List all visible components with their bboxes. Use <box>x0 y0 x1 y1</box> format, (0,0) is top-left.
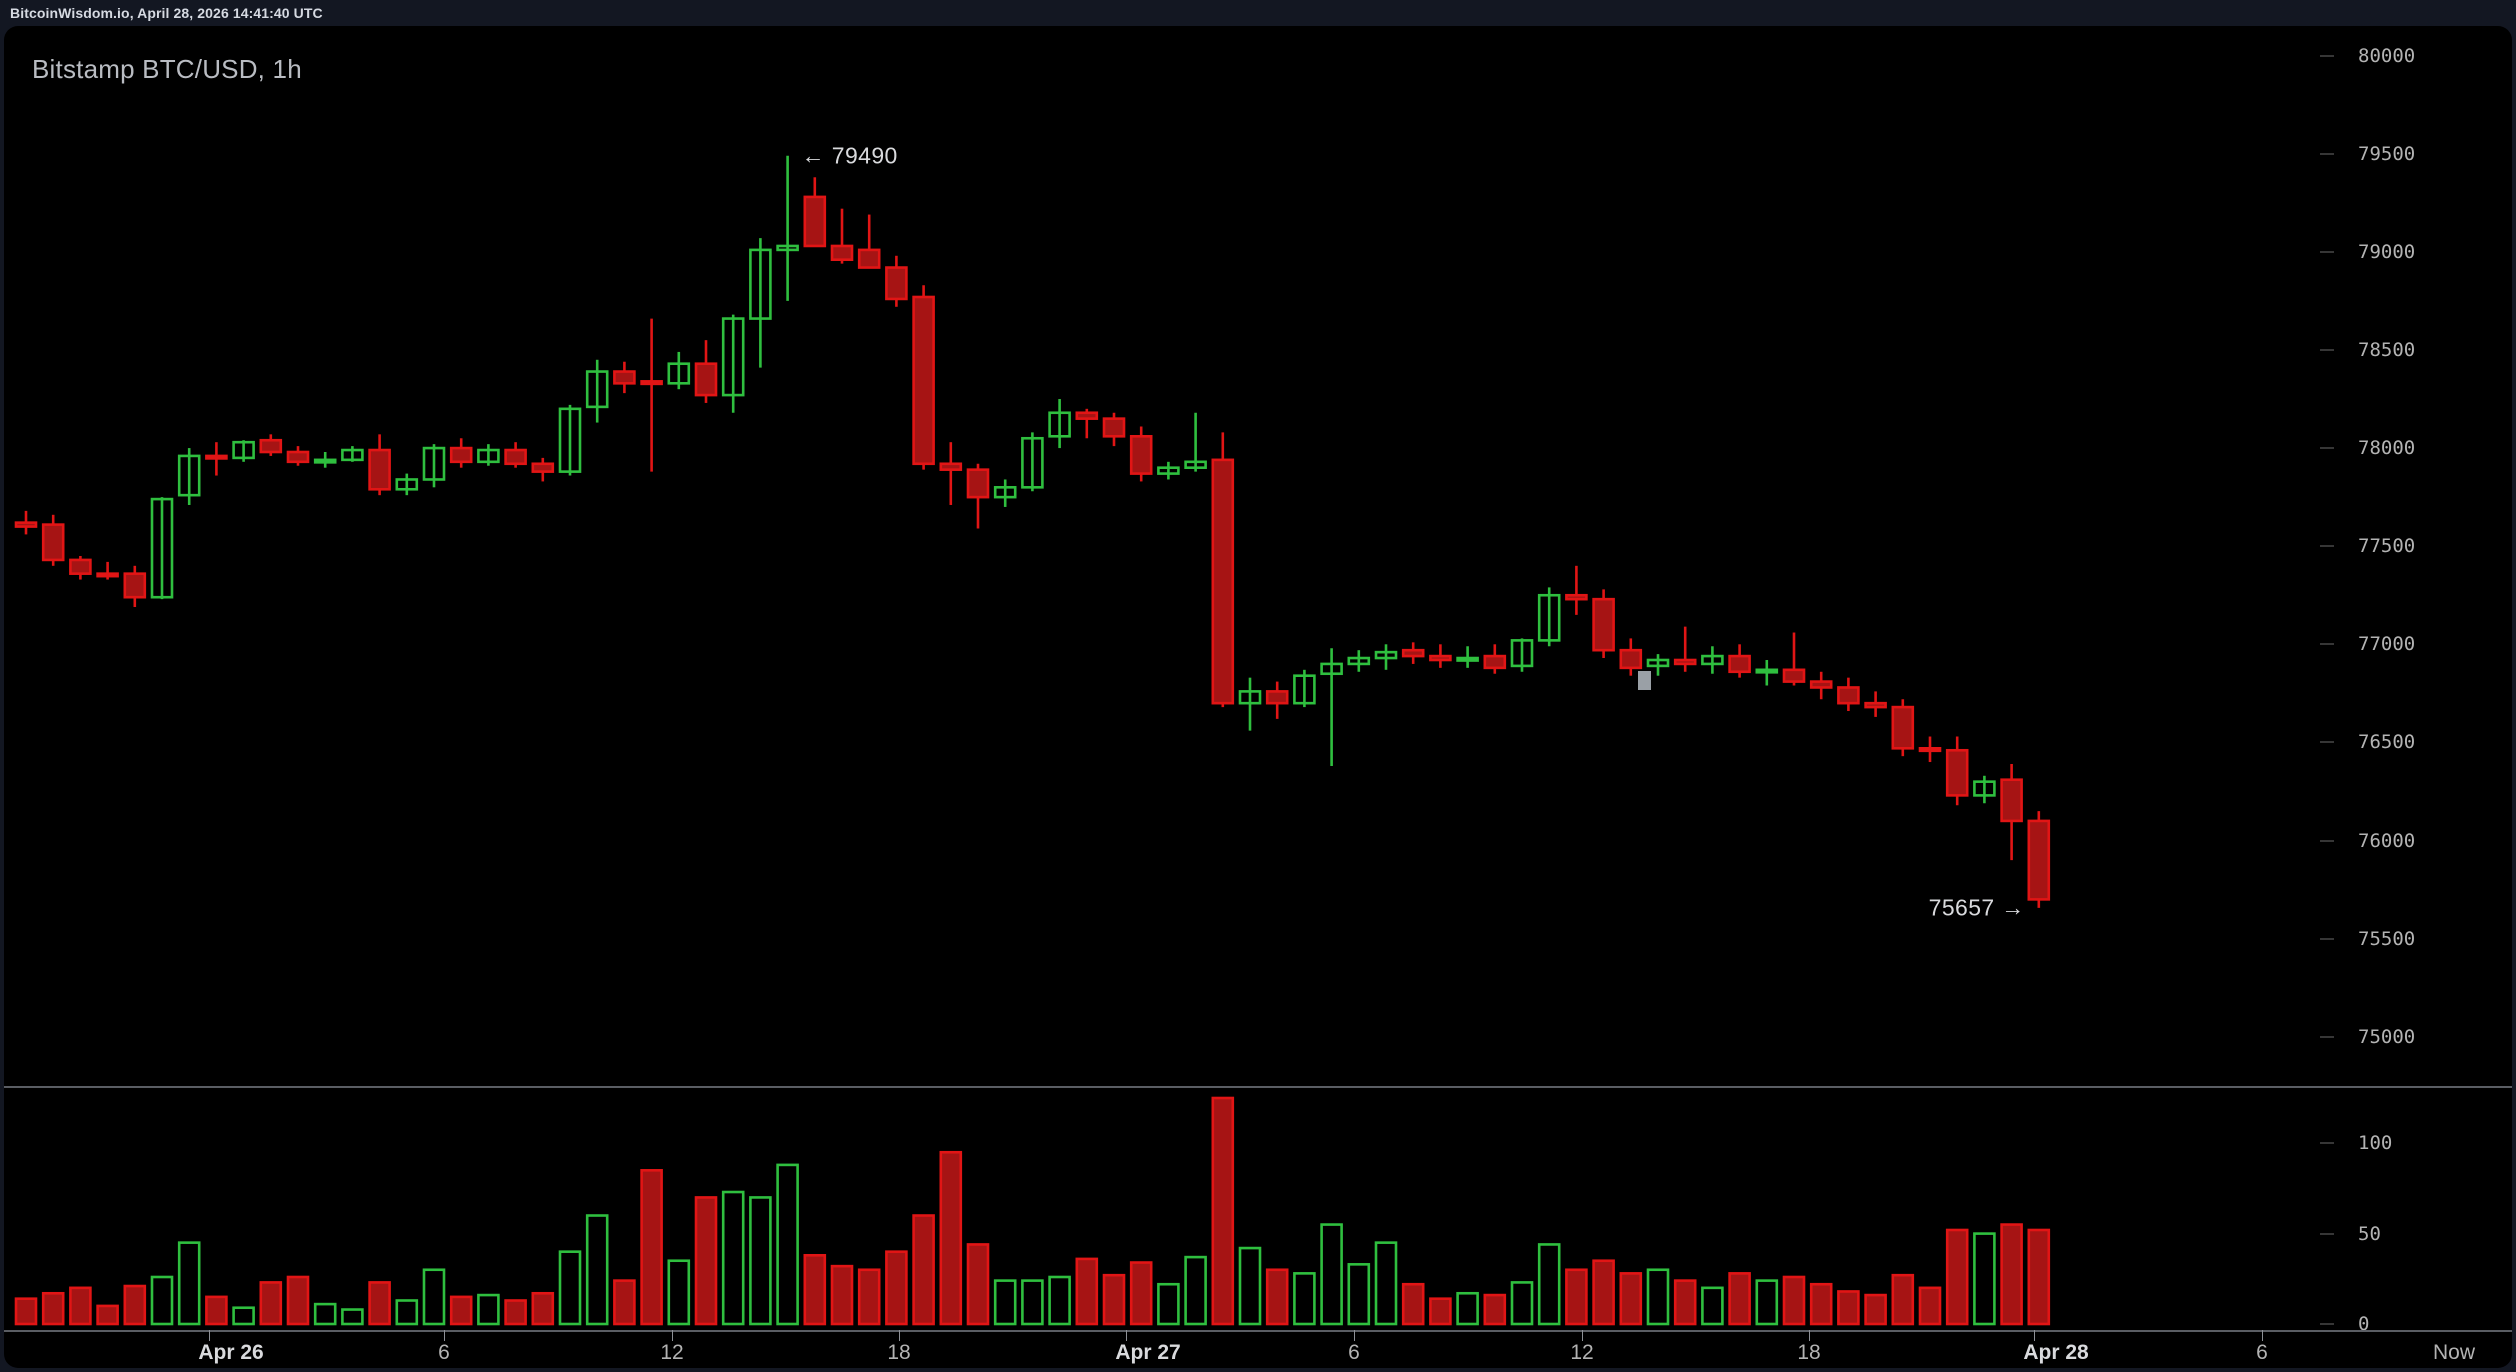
time-tick-mark <box>1582 1330 1583 1341</box>
time-tick-label: 6 <box>438 1341 450 1364</box>
time-tick-mark <box>2262 1330 2263 1341</box>
time-tick-label: 18 <box>887 1341 911 1364</box>
price-tick-label: 80000 <box>2358 44 2416 67</box>
price-tick-mark <box>2320 55 2334 57</box>
volume-plot-area[interactable] <box>4 1088 2314 1330</box>
price-tick-mark <box>2320 153 2334 155</box>
time-tick-mark <box>1809 1330 1810 1341</box>
time-tick-label: Apr 28 <box>2023 1341 2089 1364</box>
volume-axis[interactable]: 0 50 100 <box>2314 1088 2512 1335</box>
panel-divider <box>4 1086 2512 1088</box>
volume-tick-mark <box>2320 1233 2334 1235</box>
time-tick-mark <box>1354 1330 1355 1341</box>
time-tick-label: 12 <box>1570 1341 1594 1364</box>
price-tick-label: 77000 <box>2358 633 2416 656</box>
status-bar-text: BitcoinWisdom.io, April 28, 2026 14:41:4… <box>10 5 323 21</box>
time-tick-label: Apr 27 <box>1115 1341 1181 1364</box>
price-tick-label: 79500 <box>2358 142 2416 165</box>
low-price-marker: 75657 → <box>1928 894 2025 921</box>
volume-tick-label: 50 <box>2358 1222 2381 1245</box>
time-tick-label: Now <box>2432 1341 2476 1364</box>
chart-title: Bitstamp BTC/USD, 1h <box>32 54 302 84</box>
price-tick-mark <box>2320 643 2334 645</box>
price-tick-label: 78500 <box>2358 338 2416 361</box>
time-axis-line <box>4 1330 2512 1332</box>
time-tick-mark <box>1126 1330 1127 1341</box>
volume-tick-label: 100 <box>2358 1132 2393 1155</box>
time-tick-mark <box>899 1330 900 1341</box>
time-tick-label: 12 <box>660 1341 684 1364</box>
volume-tick-mark <box>2320 1142 2334 1144</box>
price-tick-mark <box>2320 1036 2334 1038</box>
high-price-marker: ← 79490 <box>801 142 898 169</box>
chart-shell: Bitstamp BTC/USD, 1h 80000 79500 79000 7850… <box>4 26 2512 1368</box>
price-tick-mark <box>2320 938 2334 940</box>
time-tick-label: 6 <box>2256 1341 2268 1364</box>
price-tick-mark <box>2320 840 2334 842</box>
price-tick-label: 75000 <box>2358 1025 2416 1048</box>
price-tick-label: 75500 <box>2358 927 2416 950</box>
status-bar: BitcoinWisdom.io, April 28, 2026 14:41:4… <box>0 0 2516 26</box>
time-tick-mark <box>209 1330 210 1341</box>
price-tick-mark <box>2320 349 2334 351</box>
mouse-cursor-icon <box>1638 671 1651 690</box>
price-tick-label: 79000 <box>2358 240 2416 263</box>
volume-series <box>14 1096 2051 1326</box>
price-tick-label: 76500 <box>2358 731 2416 754</box>
price-tick-label: 76000 <box>2358 829 2416 852</box>
price-tick-mark <box>2320 741 2334 743</box>
candlestick-series <box>14 155 2051 908</box>
time-tick-mark <box>672 1330 673 1341</box>
price-tick-label: 78000 <box>2358 437 2416 460</box>
price-axis[interactable]: 80000 79500 79000 78500 78000 77500 77000 76500… <box>2314 26 2512 1086</box>
time-tick-mark <box>2034 1330 2035 1341</box>
time-tick-mark <box>444 1330 445 1341</box>
volume-tick-mark <box>2320 1323 2334 1325</box>
time-tick-label: Apr 26 <box>198 1341 264 1364</box>
price-tick-mark <box>2320 251 2334 253</box>
price-plot-area[interactable] <box>4 26 2314 1086</box>
price-tick-mark <box>2320 447 2334 449</box>
time-axis[interactable]: Apr 26 6 12 18 Apr 27 6 12 18 Apr 28 6 Now <box>4 1330 2512 1368</box>
time-tick-label: 18 <box>1797 1341 1821 1364</box>
price-tick-label: 77500 <box>2358 535 2416 558</box>
price-panel[interactable]: 80000 79500 79000 78500 78000 77500 77000 76500… <box>4 26 2512 1086</box>
volume-panel[interactable]: 0 50 100 <box>4 1088 2512 1335</box>
price-tick-mark <box>2320 545 2334 547</box>
time-tick-label: 6 <box>1348 1341 1360 1364</box>
